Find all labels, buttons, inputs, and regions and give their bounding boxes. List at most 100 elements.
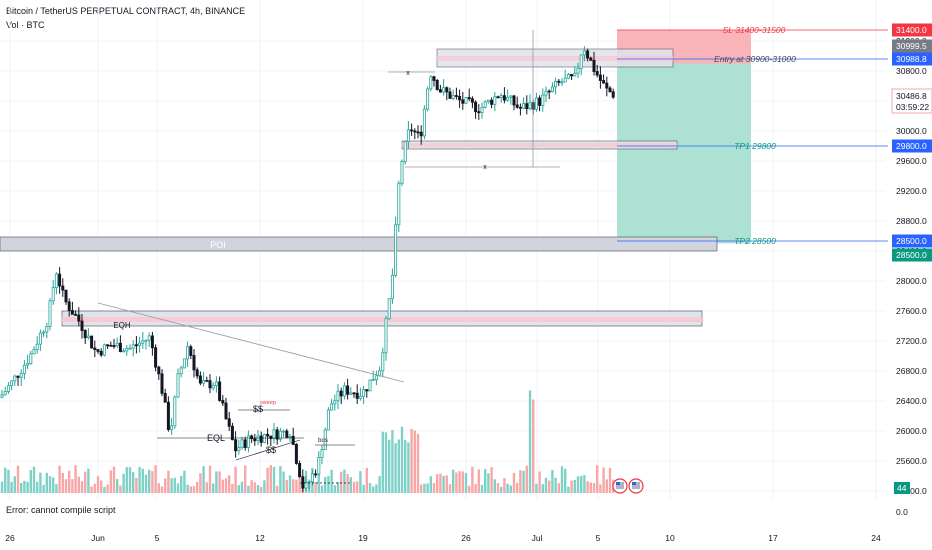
candle-body — [432, 76, 436, 81]
volume-bar — [164, 478, 167, 493]
candle-body — [61, 285, 65, 291]
volume-bar — [285, 479, 288, 493]
candle-body — [582, 50, 586, 56]
volume-bar — [554, 477, 557, 493]
event-flag-canton — [616, 482, 620, 485]
annotation-label: $$ — [253, 404, 263, 414]
volume-bar — [432, 483, 436, 493]
volume-bar — [352, 481, 356, 493]
candle-body — [170, 425, 174, 430]
time-tick-label: 5 — [155, 533, 160, 543]
candle-body — [144, 339, 148, 342]
volume-bar — [538, 471, 541, 493]
symbol-title[interactable]: Bitcoin / TetherUS PERPETUAL CONTRACT, 4… — [6, 6, 246, 16]
annotation-label: EQL — [207, 433, 225, 443]
volume-bar — [77, 476, 80, 493]
volume-bar — [269, 465, 272, 493]
error-message: Error: cannot compile script — [6, 505, 116, 515]
candle-body — [74, 313, 78, 316]
volume-bar — [125, 467, 128, 493]
volume-bar — [416, 433, 420, 493]
candle-body — [301, 476, 305, 489]
candle-body — [138, 342, 142, 346]
candle-body — [237, 447, 241, 452]
volume-bar — [384, 432, 388, 493]
volume-bar — [74, 465, 77, 493]
volume-bar — [183, 470, 186, 493]
volume-bar — [103, 486, 106, 493]
volume-bar — [52, 477, 55, 493]
price-label-last2: 03:59:22 — [896, 102, 929, 112]
volume-bar — [256, 484, 260, 493]
volume-bar — [228, 475, 231, 493]
volume-bar — [586, 481, 589, 493]
price-tick-label: 30000.0 — [896, 126, 927, 136]
volume-bar — [516, 482, 519, 493]
time-tick-label: 26 — [5, 533, 15, 543]
candle-body — [291, 435, 295, 445]
candle-body — [381, 352, 385, 372]
price-label-text: 29800.0 — [896, 141, 927, 151]
volume-bar — [564, 468, 567, 493]
candle-body — [272, 429, 276, 439]
volume-bar — [10, 481, 13, 493]
volume-bar — [93, 483, 96, 493]
candle-body — [480, 106, 484, 114]
candle-body — [45, 326, 49, 333]
candle-body — [464, 97, 468, 104]
event-flag-icon — [628, 478, 644, 494]
candle-body — [330, 403, 334, 411]
volume-bar — [221, 479, 224, 493]
volume-bar — [490, 467, 493, 493]
price-tick-label: 27600.0 — [896, 306, 927, 316]
candle-body — [528, 102, 532, 110]
volume-bar — [253, 482, 256, 493]
price-label-blue: 30988.8 — [892, 52, 932, 66]
volume-bar — [240, 481, 244, 493]
candle-body — [336, 390, 340, 402]
volume-bar — [68, 470, 71, 493]
candle-body — [362, 389, 366, 397]
candle-body — [26, 363, 30, 366]
candle-body — [106, 344, 110, 347]
volume-bar — [324, 477, 327, 493]
candle-body — [349, 392, 353, 395]
volume-bar — [535, 483, 538, 493]
candle-body — [3, 391, 7, 396]
volume-bar — [128, 467, 132, 493]
volume-bar — [362, 484, 365, 493]
volume-bar — [544, 477, 548, 493]
volume-bar — [557, 483, 560, 493]
candle-body — [323, 429, 327, 450]
volume-bar — [343, 469, 346, 493]
volume-bar — [317, 470, 320, 493]
candle-body — [563, 77, 567, 83]
annotation-label: Entry at 30900-31000 — [714, 54, 796, 64]
candle-body — [442, 87, 446, 93]
candle-body — [208, 380, 212, 389]
candle-body — [256, 435, 260, 442]
candle-body — [38, 332, 42, 345]
candle-body — [54, 273, 58, 288]
volume-bar — [288, 475, 292, 493]
volume-bar — [471, 466, 474, 493]
candle-body — [419, 131, 423, 137]
volume-bar — [484, 469, 487, 493]
volume-bar — [570, 480, 573, 493]
candle-body — [458, 96, 462, 101]
candle-body — [426, 88, 430, 110]
volume-bar — [39, 472, 42, 493]
volume-bar — [266, 467, 269, 493]
volume-bar — [205, 482, 208, 493]
candle-body — [99, 350, 103, 356]
candle-body — [541, 94, 545, 106]
volume-legend[interactable]: Vol · BTC — [6, 20, 45, 30]
trendline — [97, 302, 405, 383]
candle-body — [579, 54, 583, 69]
candle-body — [320, 449, 324, 458]
price-label-box — [891, 88, 932, 114]
candle-body — [515, 104, 519, 108]
time-tick-label: 12 — [255, 533, 265, 543]
volume-bar — [292, 479, 295, 493]
